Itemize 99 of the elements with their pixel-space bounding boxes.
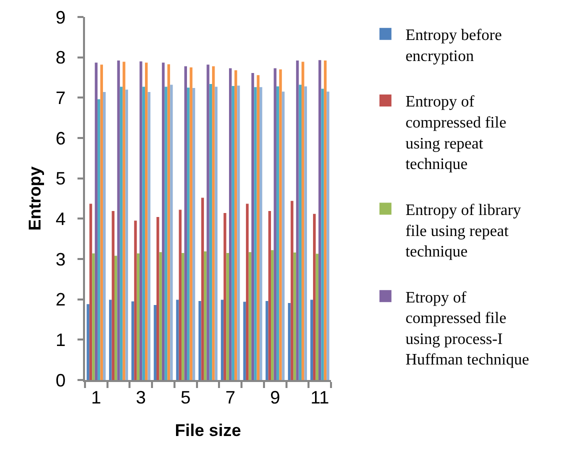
bar bbox=[156, 217, 160, 380]
y-axis-title: Entropy bbox=[26, 166, 45, 231]
bar bbox=[310, 300, 314, 380]
y-tick-label: 2 bbox=[56, 290, 66, 310]
bar bbox=[162, 62, 165, 380]
bar bbox=[114, 256, 118, 380]
bar bbox=[120, 86, 123, 380]
legend-label: Entropy of compressed file using repeat technique bbox=[405, 94, 506, 174]
bar bbox=[176, 300, 179, 380]
bar bbox=[274, 68, 276, 380]
bar bbox=[178, 210, 182, 380]
bar bbox=[229, 68, 232, 380]
bar bbox=[316, 254, 318, 380]
bar bbox=[246, 204, 249, 380]
bar bbox=[164, 86, 168, 380]
bar bbox=[237, 86, 240, 380]
bar bbox=[92, 253, 95, 380]
bar bbox=[102, 92, 106, 380]
legend-label: Entropy before encryption bbox=[405, 27, 502, 65]
bar bbox=[224, 213, 226, 380]
bar bbox=[271, 250, 274, 380]
bar bbox=[318, 60, 322, 380]
legend-label: Entropy of library file using repeat technique bbox=[405, 202, 521, 261]
bar bbox=[142, 86, 145, 380]
y-tick-label: 1 bbox=[56, 330, 66, 350]
bar bbox=[182, 252, 184, 380]
bar bbox=[243, 302, 246, 380]
bar bbox=[268, 211, 272, 380]
bar bbox=[226, 252, 230, 380]
bar bbox=[326, 92, 330, 380]
bar bbox=[192, 88, 196, 380]
bar bbox=[148, 92, 150, 380]
bar bbox=[254, 87, 257, 380]
bar bbox=[298, 84, 302, 380]
bar bbox=[290, 200, 294, 380]
bar bbox=[232, 86, 234, 380]
bar bbox=[122, 62, 126, 380]
bar bbox=[206, 64, 210, 380]
x-tick-label: 11 bbox=[310, 387, 330, 408]
bar bbox=[321, 88, 324, 380]
y-tick-label: 3 bbox=[56, 249, 66, 270]
bar bbox=[144, 62, 148, 380]
bar bbox=[89, 204, 92, 380]
bar bbox=[86, 304, 90, 380]
bar bbox=[302, 62, 304, 380]
bar bbox=[234, 70, 238, 380]
bar bbox=[109, 300, 112, 380]
legend-label: Etropy of compressed file using process-I Huffman technique bbox=[405, 289, 530, 369]
bar bbox=[279, 69, 282, 380]
bar bbox=[190, 67, 192, 380]
bar bbox=[276, 86, 280, 380]
y-tick-label: 0 bbox=[56, 370, 66, 390]
bar bbox=[256, 75, 260, 380]
bar bbox=[170, 84, 173, 380]
y-tick-label: 9 bbox=[56, 7, 66, 28]
bar bbox=[266, 300, 268, 380]
bar bbox=[117, 60, 120, 380]
bar bbox=[293, 252, 296, 380]
bar bbox=[198, 300, 202, 380]
bar bbox=[260, 87, 262, 380]
x-tick-label: 7 bbox=[225, 387, 236, 408]
bar bbox=[125, 90, 128, 380]
y-tick-label: 6 bbox=[56, 128, 66, 148]
x-tick-label: 5 bbox=[180, 387, 191, 408]
bar bbox=[94, 62, 98, 380]
y-tick-label: 5 bbox=[56, 168, 66, 189]
x-tick-label: 3 bbox=[136, 387, 146, 408]
bar bbox=[209, 84, 212, 380]
x-axis-title: File size bbox=[174, 421, 242, 440]
bar bbox=[159, 252, 162, 380]
bar bbox=[167, 64, 170, 380]
bar bbox=[136, 253, 140, 380]
bar bbox=[282, 92, 285, 380]
bar bbox=[201, 198, 204, 380]
bar bbox=[220, 300, 224, 380]
y-tick-label: 7 bbox=[56, 88, 66, 108]
bar bbox=[248, 252, 252, 380]
bar bbox=[324, 60, 327, 380]
x-tick-label: 9 bbox=[270, 387, 280, 408]
bar bbox=[184, 66, 187, 380]
bar bbox=[98, 99, 100, 380]
bar bbox=[214, 86, 218, 380]
bar bbox=[186, 88, 190, 380]
bar bbox=[134, 220, 137, 380]
y-tick-label: 4 bbox=[56, 208, 66, 229]
bar bbox=[154, 304, 156, 380]
bar bbox=[313, 214, 316, 380]
bar bbox=[100, 64, 103, 380]
x-tick-label: 1 bbox=[91, 387, 102, 408]
bar bbox=[204, 251, 207, 380]
bar bbox=[212, 66, 215, 380]
y-tick-label: 8 bbox=[56, 48, 66, 68]
bar bbox=[112, 211, 114, 380]
bar bbox=[140, 61, 142, 380]
bar bbox=[296, 60, 299, 380]
bar bbox=[131, 301, 134, 380]
bar bbox=[304, 86, 307, 380]
bar bbox=[288, 302, 291, 380]
bar bbox=[251, 73, 254, 380]
